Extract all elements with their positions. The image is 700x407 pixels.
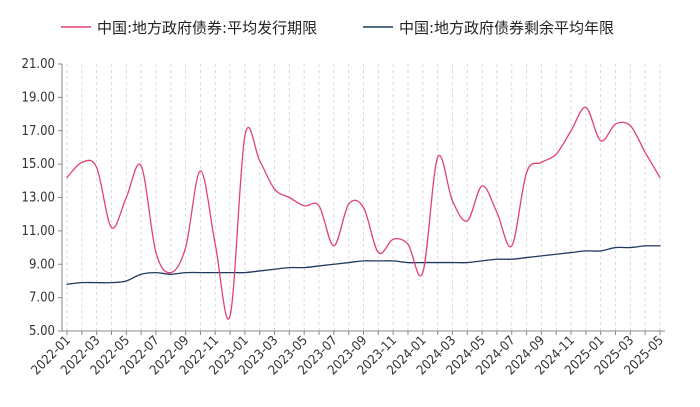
y-tick-labels: 5.00 7.00 9.00 11.00 13.00 15.00 17.00 19.00 21.… [22,57,55,339]
y-tick-label: 19.00 [22,90,55,105]
gridlines [66,64,661,331]
series [66,106,661,320]
y-tick-label: 21.00 [22,57,55,72]
axes [58,63,665,335]
y-tick-label: 15.00 [22,157,55,172]
y-tick-label: 17.00 [22,124,55,139]
y-tick-label: 9.00 [29,257,55,272]
y-tick-label: 5.00 [29,324,55,339]
y-tick-label: 11.00 [22,224,55,239]
series-line-average-issue-term [66,106,661,320]
legend: 中国:地方政府债券:平均发行期限 中国:地方政府债券剩余平均年限 [61,19,614,37]
legend-label-remaining-average-term: 中国:地方政府债券剩余平均年限 [399,19,614,37]
x-tick-labels: 2022-012022-032022-052022-072022-092022-… [29,333,667,378]
y-tick-label: 7.00 [29,291,55,306]
series-line-remaining-average-term [66,245,661,285]
y-tick-label: 13.00 [22,191,55,206]
legend-label-average-issue-term: 中国:地方政府债券:平均发行期限 [97,19,317,37]
